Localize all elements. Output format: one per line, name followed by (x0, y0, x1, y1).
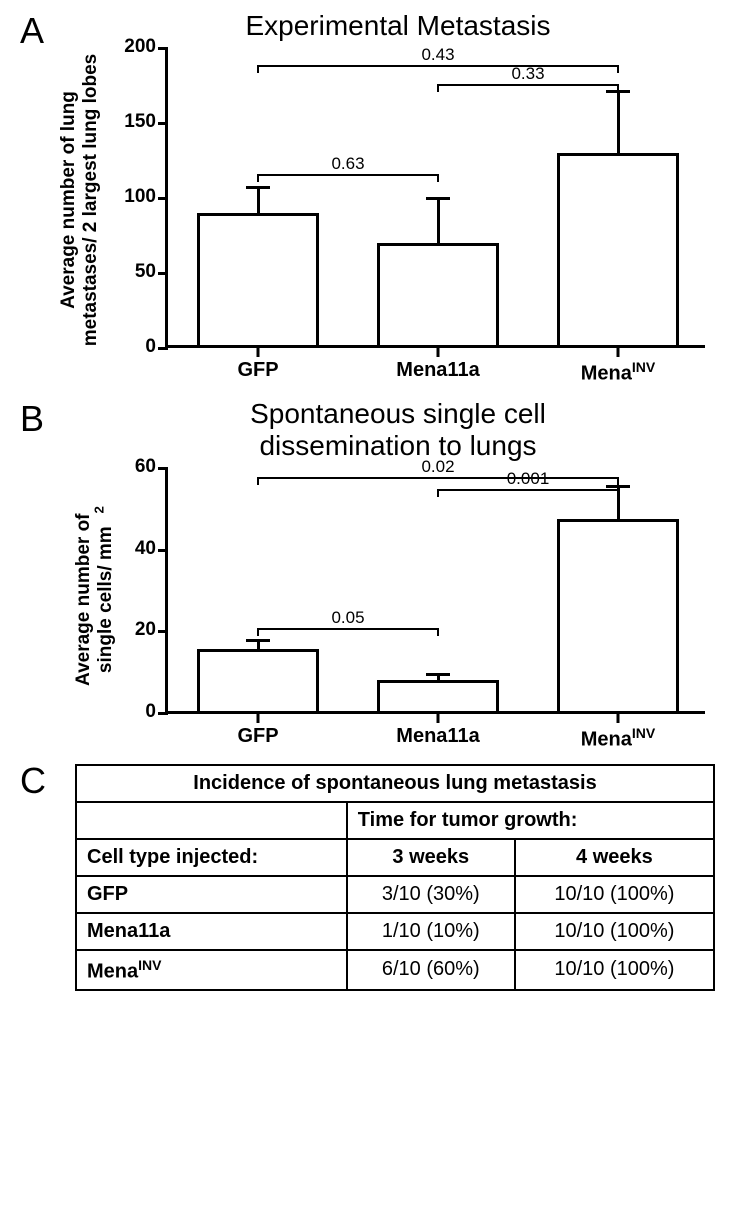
comparison-bracket (258, 628, 438, 630)
comparison-bracket (258, 65, 618, 67)
error-cap (246, 186, 270, 189)
table-row: GFP3/10 (30%)10/10 (100%) (76, 876, 714, 913)
panel-c: C Incidence of spontaneous lung metastas… (20, 764, 721, 992)
cell-type: MenaINV (76, 950, 347, 991)
panel-a: A Experimental Metastasis Average number… (20, 10, 721, 348)
error-bar (437, 197, 440, 247)
panel-b: B Spontaneous single cell dissemination … (20, 398, 721, 713)
bar (377, 243, 499, 345)
table-title: Incidence of spontaneous lung metastasis (76, 765, 714, 802)
error-cap (426, 197, 450, 200)
table-cell: 1/10 (10%) (347, 913, 515, 950)
chart-a-title: Experimental Metastasis (75, 10, 721, 42)
chart-b-ylabel: Average number of single cells/ mm2 (73, 471, 117, 721)
bracket-tick (617, 477, 619, 485)
time-header: Time for tumor growth: (347, 802, 714, 839)
bracket-tick (437, 489, 439, 497)
x-label: MenaINV (581, 725, 655, 752)
table-row: Mena11a1/10 (10%)10/10 (100%) (76, 913, 714, 950)
p-value: 0.43 (421, 45, 454, 65)
panel-b-label: B (20, 398, 44, 440)
error-cap (426, 673, 450, 676)
chart-b: Spontaneous single cell dissemination to… (75, 398, 721, 713)
bar (557, 519, 679, 711)
bracket-tick (617, 65, 619, 73)
error-cap (606, 485, 630, 488)
p-value: 0.33 (511, 64, 544, 84)
bracket-tick (617, 489, 619, 497)
col-4weeks: 4 weeks (515, 839, 714, 876)
comparison-bracket (438, 489, 618, 491)
x-label: GFP (237, 359, 278, 382)
bar (557, 153, 679, 345)
x-label: MenaINV (581, 359, 655, 386)
error-cap (246, 639, 270, 642)
cell-type: Mena11a (76, 913, 347, 950)
bracket-tick (257, 65, 259, 73)
chart-b-plot: 0204060GFPMena11aMenaINV0.020.0010.05 (165, 469, 705, 714)
error-bar (617, 90, 620, 156)
p-value: 0.05 (331, 608, 364, 628)
comparison-bracket (258, 174, 438, 176)
bracket-tick (617, 84, 619, 92)
x-label: GFP (237, 725, 278, 748)
panel-c-label: C (20, 760, 46, 802)
bracket-tick (437, 174, 439, 182)
table-cell: 6/10 (60%) (347, 950, 515, 991)
panel-a-label: A (20, 10, 44, 52)
cell-type-header: Cell type injected: (76, 839, 347, 876)
cell-type: GFP (76, 876, 347, 913)
chart-a: Experimental Metastasis Average number o… (75, 10, 721, 348)
table-cell: 10/10 (100%) (515, 876, 714, 913)
bar (377, 680, 499, 711)
table-empty-cell (76, 802, 347, 839)
table-c: Incidence of spontaneous lung metastasis… (75, 764, 721, 992)
bar (197, 649, 319, 711)
bracket-tick (257, 628, 259, 636)
table-row: MenaINV6/10 (60%)10/10 (100%) (76, 950, 714, 991)
comparison-bracket (438, 84, 618, 86)
bracket-tick (437, 628, 439, 636)
bracket-tick (437, 84, 439, 92)
error-bar (257, 186, 260, 216)
chart-a-plot: 050100150200GFPMena11aMenaINV0.430.330.6… (165, 48, 705, 348)
bracket-tick (257, 174, 259, 182)
table-cell: 3/10 (30%) (347, 876, 515, 913)
incidence-table: Incidence of spontaneous lung metastasis… (75, 764, 715, 992)
comparison-bracket (258, 477, 618, 479)
table-cell: 10/10 (100%) (515, 913, 714, 950)
x-label: Mena11a (396, 725, 479, 748)
p-value: 0.02 (421, 457, 454, 477)
chart-a-ylabel: Average number of lung metastases/ 2 lar… (58, 45, 102, 355)
col-3weeks: 3 weeks (347, 839, 515, 876)
chart-b-title: Spontaneous single cell dissemination to… (75, 398, 721, 462)
bar (197, 213, 319, 345)
table-cell: 10/10 (100%) (515, 950, 714, 991)
bracket-tick (257, 477, 259, 485)
x-label: Mena11a (396, 359, 479, 382)
p-value: 0.63 (331, 154, 364, 174)
p-value: 0.001 (507, 469, 550, 489)
